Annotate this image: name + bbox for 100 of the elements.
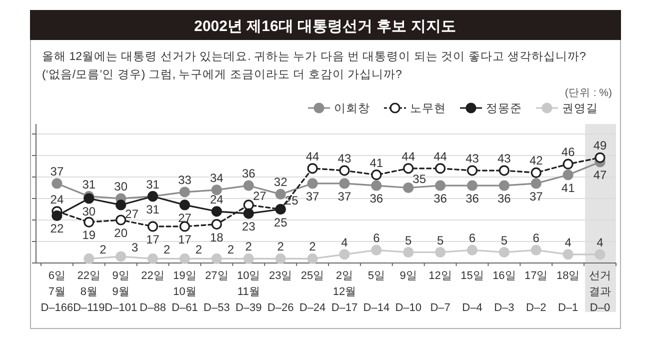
data-label: 2 [245, 240, 252, 254]
point [498, 246, 510, 258]
point [179, 221, 190, 232]
point [371, 244, 382, 256]
data-label: 43 [498, 152, 512, 166]
x-tick-label: 2일 12월 D–17 [331, 270, 358, 314]
data-label: 36 [498, 192, 512, 206]
category-label: 9일 D–10 [395, 270, 422, 314]
x-tick-label: 10일 11월 D–39 [235, 270, 262, 314]
x-tick-label: 9일 9월 D–101 [104, 270, 138, 314]
data-label: 24 [50, 192, 64, 206]
category-label: 12일 D–7 [428, 270, 452, 314]
category-label: 18일 D–1 [556, 270, 580, 314]
chart-title: 2002년 제16대 대통령선거 후보 지지도 [194, 18, 456, 35]
point [530, 244, 542, 256]
point [179, 186, 190, 198]
x-tick-label: 22일 8월 D–119 [73, 270, 105, 314]
data-label: 5 [436, 233, 444, 248]
data-label: 36 [466, 192, 480, 206]
data-label: 32 [274, 175, 288, 190]
data-label: 30 [114, 180, 128, 194]
data-label: 36 [434, 192, 448, 206]
data-label: 5 [500, 233, 508, 248]
data-label: 5 [405, 233, 412, 248]
point [403, 246, 414, 258]
point [116, 214, 126, 226]
point [275, 188, 286, 200]
data-label: 4 [596, 235, 604, 250]
point [243, 180, 254, 191]
category-label: 15일 D–4 [460, 270, 484, 314]
point [52, 178, 62, 189]
data-label: 34 [210, 170, 224, 185]
legend-label: 정몽준 [486, 103, 522, 115]
data-label: 17 [146, 232, 160, 246]
point [243, 208, 254, 219]
point [116, 200, 126, 210]
category-label: 25일 D–24 [299, 270, 326, 314]
data-label: 27 [125, 206, 139, 221]
point [52, 210, 62, 221]
data-label: 44 [402, 149, 416, 164]
data-label: 19 [82, 228, 96, 242]
data-label: 6 [373, 231, 380, 246]
data-label: 6 [468, 231, 476, 246]
data-label: 25 [284, 193, 299, 208]
legend-label: 노무현 [410, 103, 446, 115]
x-tick-label: 19일 10월 D–61 [172, 270, 198, 314]
data-label: 43 [338, 152, 352, 166]
point [211, 253, 222, 264]
data-label: 4 [341, 235, 348, 250]
category-label: 23일 D–26 [267, 270, 294, 314]
chart-subtitle: 올해 12월에는 대통령 선거가 있는데요. 귀하는 누가 다음 번 대통령이 되는 것이 좋다고 생각하십니까? (‘없음/모름’인 경우) 그럼, 누구에게 조금이라도 더 호감이 가십니까? [42, 51, 586, 81]
data-label: 4 [564, 235, 572, 250]
data-label: 41 [561, 180, 576, 195]
data-label: 20 [114, 226, 128, 240]
point [371, 170, 382, 180]
data-label: 37 [529, 189, 544, 204]
point [562, 158, 574, 170]
point [148, 221, 158, 232]
point [307, 178, 318, 189]
data-label: 27 [252, 188, 267, 203]
point [116, 251, 126, 262]
point [594, 152, 606, 163]
point [435, 163, 446, 174]
data-label: 41 [370, 156, 384, 170]
data-label: 2 [309, 240, 316, 254]
data-label: 17 [178, 232, 192, 246]
data-label: 49 [593, 138, 608, 153]
data-label: 47 [593, 168, 608, 182]
data-label: 31 [146, 202, 160, 216]
point [466, 244, 478, 256]
data-label: 2 [100, 242, 107, 257]
data-label: 2 [277, 240, 284, 254]
point [562, 170, 574, 180]
data-label: 23 [242, 220, 256, 234]
x-tick-label: 선거 결과 D–0 [589, 270, 612, 314]
category-label: 22일 D–88 [140, 270, 166, 314]
point [530, 178, 542, 189]
data-label: 42 [529, 154, 544, 168]
data-label: 30 [82, 204, 96, 218]
point [307, 253, 318, 264]
data-label: 22 [50, 222, 64, 236]
data-label: 37 [50, 164, 64, 178]
point [179, 200, 190, 210]
data-label: 36 [242, 166, 256, 181]
legend-label: 이회창 [334, 103, 370, 115]
point [466, 180, 478, 191]
point [435, 246, 446, 258]
point [435, 180, 446, 191]
data-label: 33 [178, 173, 192, 188]
category-label: 16일 D–3 [492, 270, 516, 314]
point [84, 253, 94, 264]
point [466, 165, 478, 176]
point [211, 219, 222, 230]
point [211, 206, 222, 217]
category-label: 17일 D–2 [524, 270, 548, 314]
category-label: 5일 D–14 [363, 270, 390, 314]
point [498, 180, 510, 191]
point [148, 253, 158, 264]
point [179, 253, 190, 264]
data-label: 2 [195, 242, 202, 257]
